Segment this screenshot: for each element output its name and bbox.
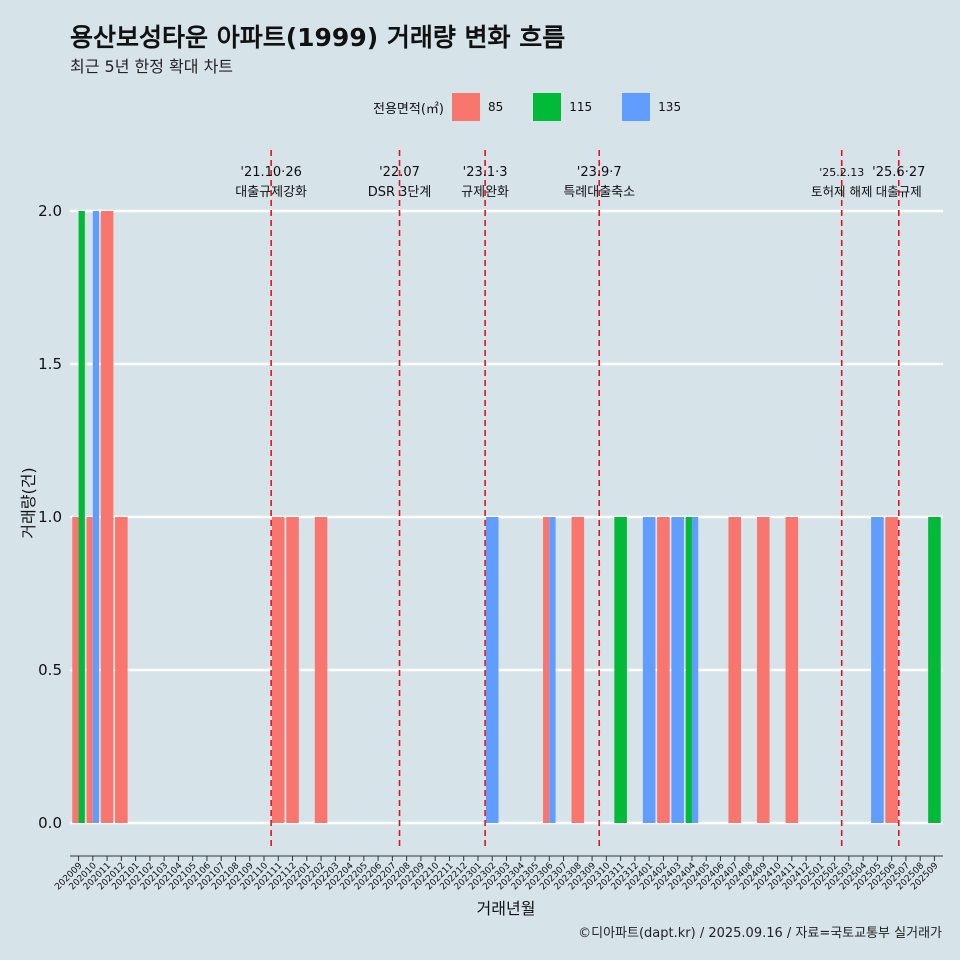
chart-title: 용산보성타운 아파트(1999) 거래량 변화 흐름: [70, 23, 566, 52]
bar-202010-85: [86, 517, 93, 823]
x-axis-title: 거래년월: [477, 899, 536, 918]
event-date-label: '25.2.13: [819, 166, 864, 179]
event-date-label: '22.07: [379, 165, 420, 180]
legend-label-135: 135: [658, 100, 682, 114]
legend-key-135: [622, 93, 651, 121]
bar-202112-85: [286, 517, 299, 823]
bar-202308-85: [571, 517, 585, 823]
legend-label-115: 115: [569, 100, 593, 114]
legend-key-85: [451, 93, 480, 121]
bar-202011-85: [100, 211, 114, 823]
bar-202012-85: [115, 517, 128, 823]
y-tick-label: 0.5: [38, 661, 62, 679]
bar-202311-115: [614, 517, 627, 823]
event-label: 대출규제: [876, 184, 922, 199]
bar-202009-85: [72, 517, 79, 823]
legend: 전용면적(㎡) 85 115 135: [373, 93, 711, 121]
y-tick-label: 0.0: [38, 814, 62, 832]
bar-202306-135: [549, 517, 556, 823]
event-date-label: '25.6·27: [872, 165, 925, 180]
bar-202505-135: [871, 517, 884, 823]
y-tick-label: 1.0: [38, 508, 62, 526]
bar-202010-135: [92, 211, 100, 823]
legend-label-85: 85: [487, 100, 504, 114]
legend-title: 전용면적(㎡): [373, 101, 444, 117]
bar-202411-85: [785, 517, 799, 823]
event-date-label: '23.1·3: [463, 165, 508, 180]
bar-202402-85: [657, 517, 670, 823]
bar-202009-115: [78, 211, 85, 823]
event-label: 토허제 해제: [811, 184, 872, 199]
bar-202404-115: [685, 517, 692, 823]
y-tick-label: 2.0: [38, 202, 62, 220]
legend-key-115: [533, 93, 562, 121]
bar-202506-85: [885, 517, 898, 823]
event-date-label: '23.9·7: [577, 165, 622, 180]
bar-202403-135: [671, 517, 684, 823]
bar-202509-115: [928, 517, 941, 823]
bar-202306-85: [543, 517, 550, 823]
chart-subtitle: 최근 5년 한정 확대 차트: [70, 57, 234, 76]
bar-202111-85: [271, 517, 285, 823]
bar-202302-135: [485, 517, 499, 823]
event-label: 특례대출축소: [563, 185, 635, 200]
event-label: DSR 3단계: [368, 185, 432, 200]
bar-202404-135: [691, 517, 699, 823]
bar-202202-85: [314, 517, 328, 823]
event-label: 대출규제강화: [235, 185, 307, 200]
bar-202401-135: [642, 517, 656, 823]
event-label: 규제완화: [461, 185, 509, 200]
y-tick-label: 1.5: [38, 355, 62, 373]
bar-202409-85: [756, 517, 770, 823]
y-axis-title: 거래량(건): [19, 467, 38, 538]
bar-202407-85: [728, 517, 742, 823]
source-caption: ©디아파트(dapt.kr) / 2025.09.16 / 자료=국토교통부 실…: [578, 926, 942, 941]
event-date-label: '21.10·26: [240, 165, 301, 180]
